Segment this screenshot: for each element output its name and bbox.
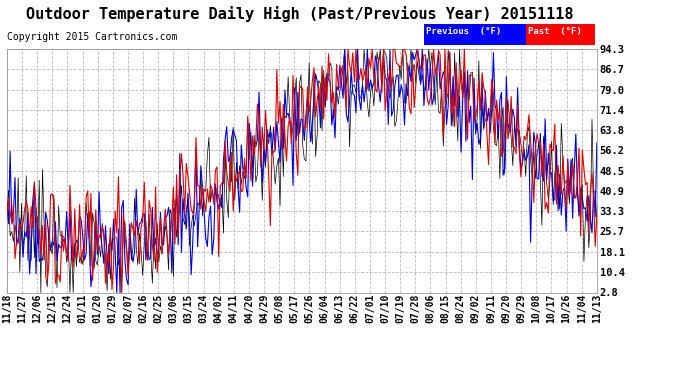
Text: Previous  (°F): Previous (°F) xyxy=(426,27,501,36)
Text: Outdoor Temperature Daily High (Past/Previous Year) 20151118: Outdoor Temperature Daily High (Past/Pre… xyxy=(26,6,574,22)
Text: Past  (°F): Past (°F) xyxy=(528,27,582,36)
Text: Copyright 2015 Cartronics.com: Copyright 2015 Cartronics.com xyxy=(7,32,177,42)
